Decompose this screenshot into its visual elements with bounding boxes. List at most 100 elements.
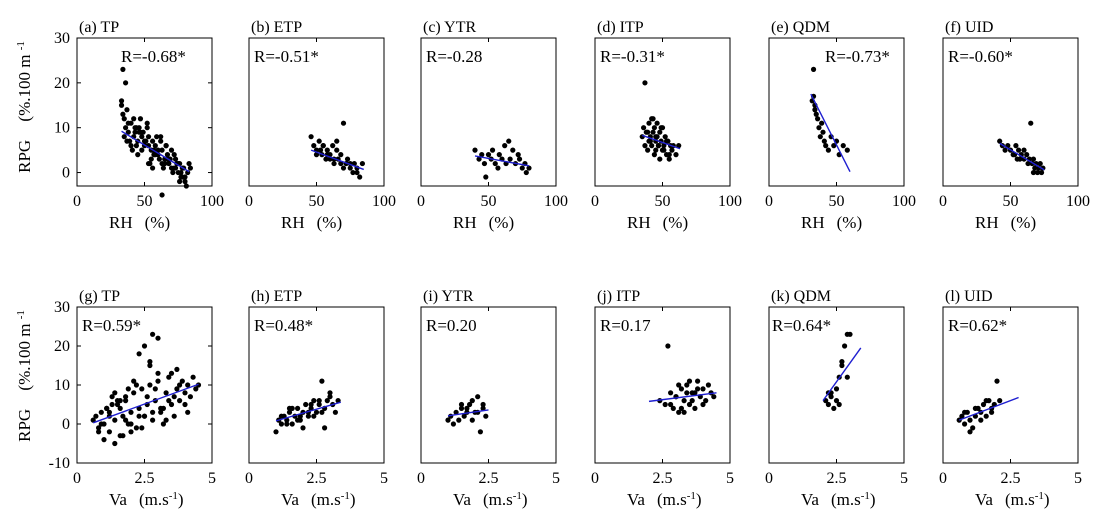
data-point — [658, 125, 664, 131]
data-point — [139, 386, 145, 392]
data-point — [475, 394, 481, 400]
data-point — [651, 125, 658, 131]
data-point — [319, 378, 325, 384]
data-point — [172, 156, 179, 162]
y-axis-title-unit: (%.100 m — [15, 55, 34, 122]
data-point — [686, 378, 693, 384]
data-point — [816, 125, 822, 131]
data-point — [120, 433, 126, 439]
data-point — [1037, 160, 1043, 167]
data-point — [1038, 169, 1045, 176]
data-point — [332, 409, 338, 415]
data-point — [662, 134, 668, 140]
scatter-panel: 0 50 100 (d) ITP R=-0.31* RH (%) — [591, 19, 742, 232]
x-tick-label: 100 — [1066, 193, 1090, 210]
data-point — [168, 401, 175, 408]
data-point — [1030, 156, 1037, 162]
data-point — [139, 147, 145, 153]
panel-title: (f) UID — [945, 19, 993, 36]
data-point — [695, 378, 701, 384]
x-axis-title: RH (%) — [801, 213, 862, 232]
panel-title: (d) ITP — [597, 19, 644, 36]
data-point — [123, 417, 129, 423]
data-point — [825, 147, 832, 153]
x-tick-label: 0 — [73, 470, 81, 487]
data-point — [150, 331, 156, 337]
x-axis-title: Va (m.s-1) — [627, 490, 702, 509]
data-point — [286, 409, 293, 415]
data-point — [322, 425, 328, 431]
data-point — [819, 120, 825, 126]
x-axis-title-text: RH — [801, 213, 825, 232]
y-tick-label: 10 — [54, 377, 70, 394]
data-point — [323, 156, 329, 162]
data-point — [469, 398, 475, 404]
data-point — [125, 129, 131, 135]
x-axis-title-text: RH — [453, 213, 477, 232]
data-point — [331, 160, 337, 167]
x-tick-label: 0 — [245, 470, 253, 487]
data-point — [665, 343, 671, 349]
scatter-panel: 0 2.5 5 (i) YTR R=0.20 Va (m.s-1) — [417, 288, 560, 509]
data-point — [160, 165, 166, 171]
data-point — [193, 386, 199, 392]
data-point — [147, 362, 153, 369]
data-point — [464, 405, 470, 411]
data-point — [962, 421, 968, 427]
data-point — [673, 152, 679, 158]
x-tick-label: 0 — [417, 470, 425, 487]
data-point — [662, 401, 668, 408]
data-point — [133, 382, 139, 388]
data-point — [813, 111, 819, 117]
data-point — [104, 405, 110, 411]
data-point — [820, 129, 826, 135]
x-axis-title-text: Va — [627, 490, 645, 509]
x-tick-label: 0 — [939, 193, 947, 210]
data-point — [815, 116, 821, 122]
data-point — [278, 421, 284, 427]
data-point — [305, 413, 311, 419]
panel-title: (h) ETP — [251, 288, 302, 305]
data-point — [144, 125, 150, 131]
data-point — [140, 129, 146, 135]
data-point — [303, 401, 309, 408]
x-axis-title-unit: (%) — [837, 213, 862, 232]
data-point — [183, 183, 189, 189]
data-point — [141, 343, 148, 349]
data-point — [516, 156, 523, 162]
x-tick-label: 50 — [655, 193, 671, 210]
correlation-label: R=0.59* — [82, 316, 141, 335]
x-axis-title-sup: -1 — [1035, 490, 1044, 502]
data-point — [1002, 147, 1008, 153]
data-point — [833, 398, 840, 404]
x-axis-title-unit: (m.s — [139, 490, 169, 509]
data-point — [676, 382, 682, 388]
x-axis-title: RH (%) — [453, 213, 514, 232]
data-point — [109, 394, 115, 400]
data-point — [179, 378, 185, 384]
data-point — [120, 111, 126, 117]
data-point — [483, 174, 489, 180]
data-point — [967, 417, 973, 423]
x-axis-title-close: ) — [350, 490, 356, 509]
panel-title: (j) ITP — [597, 288, 640, 305]
data-point — [120, 413, 126, 419]
x-axis-title-close: ) — [696, 490, 702, 509]
data-point — [163, 417, 169, 423]
data-point — [661, 147, 667, 153]
data-point — [642, 80, 648, 86]
data-point — [175, 169, 181, 176]
y-axis-title-text: RPG — [15, 140, 34, 173]
correlation-label: R=0.62* — [948, 316, 1007, 335]
x-tick-label: 0 — [591, 193, 599, 210]
data-point — [141, 413, 148, 419]
data-point — [163, 143, 169, 149]
x-axis-title-close: ) — [178, 490, 184, 509]
data-point — [338, 152, 344, 158]
data-point — [150, 138, 156, 144]
scatter-panel: 0 2.5 5 (k) QDM R=0.64* Va (m.s-1) — [765, 288, 908, 509]
data-point — [994, 378, 1000, 384]
data-point — [657, 156, 663, 162]
data-point — [646, 120, 652, 126]
